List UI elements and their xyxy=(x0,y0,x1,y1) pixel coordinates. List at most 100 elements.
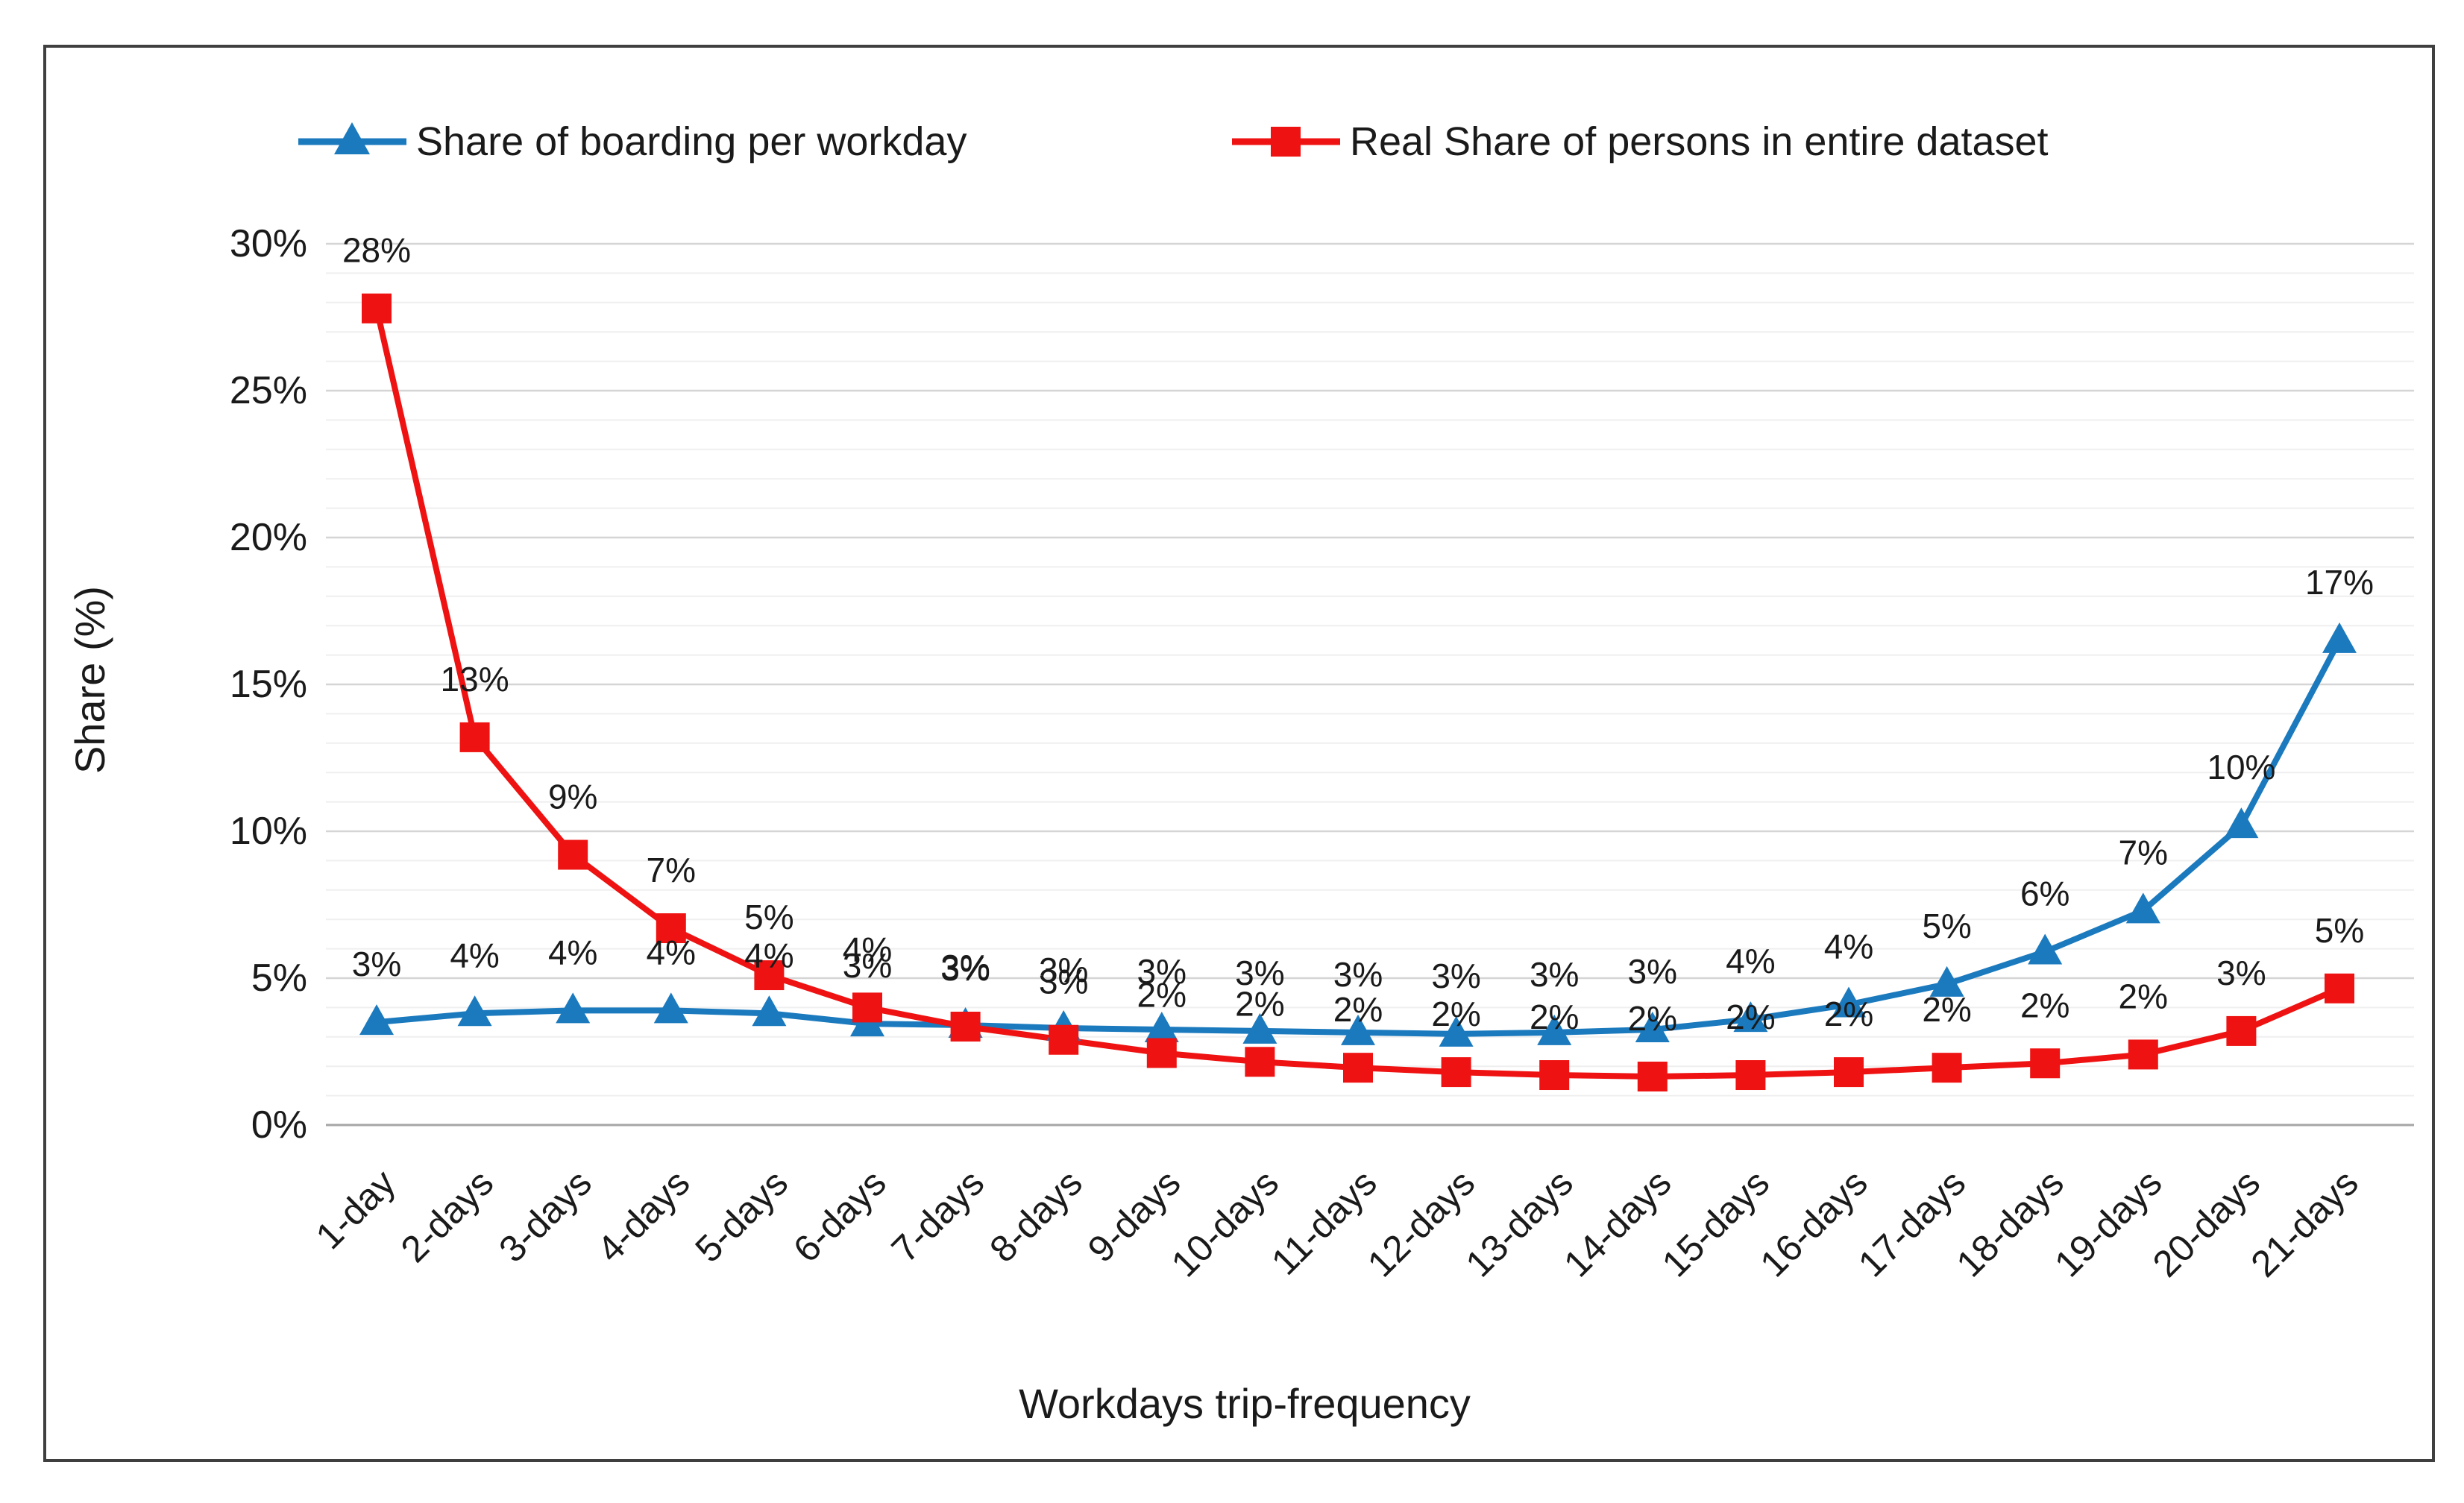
y-tick-label: 30% xyxy=(230,222,307,265)
data-point-label: 3% xyxy=(1039,951,1088,989)
data-point-label: 3% xyxy=(940,948,990,986)
data-point-label: 4% xyxy=(647,933,696,971)
data-point-label: 2% xyxy=(1824,995,1873,1033)
data-point-label: 2% xyxy=(1235,984,1284,1023)
data-point-square xyxy=(1932,1053,1962,1083)
y-axis-title: Share (%) xyxy=(66,586,113,774)
data-point-label: 3% xyxy=(940,949,990,988)
data-point-triangle xyxy=(1341,1014,1375,1045)
data-point-label: 3% xyxy=(1039,962,1088,1001)
x-axis-title: Workdays trip-frequency xyxy=(1019,1380,1471,1427)
gridlines xyxy=(326,242,2414,1127)
data-point-square xyxy=(1441,1057,1471,1088)
data-point-label: 4% xyxy=(744,936,793,974)
legend-item-boarding: Share of boarding per workday xyxy=(298,119,967,164)
data-point-square xyxy=(2325,973,2354,1003)
data-point-label: 28% xyxy=(342,231,411,270)
y-tick-label: 0% xyxy=(251,1103,307,1147)
data-point-triangle xyxy=(1635,1011,1670,1042)
data-point-triangle xyxy=(653,992,688,1024)
data-point-square xyxy=(2128,1039,2158,1070)
data-point-triangle xyxy=(2125,892,2160,924)
data-point-square xyxy=(852,992,882,1023)
data-point-label: 3% xyxy=(843,946,892,985)
y-axis-tick-labels: 0% 5% 10% 15% 20% 25% 30% xyxy=(230,222,307,1147)
y-tick-label: 5% xyxy=(251,957,307,1000)
data-point-label: 2% xyxy=(1628,999,1677,1038)
y-tick-label: 10% xyxy=(230,810,307,853)
data-point-square xyxy=(362,293,392,324)
legend-label-real-share: Real Share of persons in entire dataset xyxy=(1350,119,2049,164)
data-point-label: 5% xyxy=(2315,911,2364,950)
data-point-label: 2% xyxy=(2020,986,2069,1024)
data-point-label: 13% xyxy=(441,660,509,699)
data-point-label: 4% xyxy=(843,930,892,968)
data-point-label: 3% xyxy=(1530,955,1579,994)
data-point-label: 2% xyxy=(1726,998,1775,1036)
data-point-label: 5% xyxy=(1922,907,1971,945)
data-point-label: 4% xyxy=(1824,927,1873,965)
square-marker-icon xyxy=(1271,127,1301,157)
data-point-label: 4% xyxy=(450,936,499,974)
data-point-label: 2% xyxy=(1530,998,1579,1036)
legend-label-boarding: Share of boarding per workday xyxy=(416,119,967,164)
y-tick-label: 15% xyxy=(230,663,307,706)
data-point-square xyxy=(2226,1015,2257,1046)
data-point-square xyxy=(1343,1053,1373,1083)
data-point-label: 2% xyxy=(1333,990,1383,1029)
data-point-square xyxy=(754,960,785,991)
data-point-label: 5% xyxy=(744,898,793,936)
data-point-label: 3% xyxy=(1628,952,1677,991)
data-point-square xyxy=(1245,1047,1275,1077)
data-point-label: 3% xyxy=(1333,955,1383,994)
data-point-label: 3% xyxy=(1235,954,1284,992)
data-point-label: 3% xyxy=(1431,957,1480,995)
data-point-triangle xyxy=(359,1004,394,1036)
data-point-triangle xyxy=(1242,1012,1277,1044)
data-point-label: 2% xyxy=(1431,995,1480,1033)
data-point-square xyxy=(2030,1048,2061,1079)
data-point-square xyxy=(950,1012,981,1042)
data-point-square xyxy=(1637,1061,1668,1091)
data-point-triangle xyxy=(457,995,492,1027)
data-point-label: 3% xyxy=(2216,954,2266,992)
triangle-marker-icon xyxy=(334,122,370,154)
data-point-label: 2% xyxy=(1922,990,1971,1029)
data-point-square xyxy=(656,913,686,944)
data-point-label: 7% xyxy=(2119,833,2168,872)
data-point-label: 10% xyxy=(2207,748,2275,787)
data-point-label: 3% xyxy=(1137,952,1187,991)
figure-border xyxy=(43,45,2435,1462)
data-point-label: 2% xyxy=(2119,977,2168,1015)
data-point-triangle xyxy=(1144,1011,1179,1042)
data-point-label: 7% xyxy=(647,851,696,889)
data-point-square xyxy=(1735,1060,1766,1091)
data-point-triangle xyxy=(752,995,787,1027)
data-point-label: 6% xyxy=(2020,875,2069,913)
data-point-square xyxy=(558,839,588,870)
data-point-square xyxy=(1146,1038,1177,1068)
data-point-triangle xyxy=(2028,933,2063,965)
data-point-square xyxy=(459,722,490,752)
data-point-square xyxy=(1049,1024,1079,1055)
data-point-triangle xyxy=(1537,1014,1572,1045)
data-labels: 3% 4% 4% 4% 4% 3% 3% 3% 3% 3% 3% 3% 3% 3% 4% 4%5%6%7%10… xyxy=(342,231,2374,1038)
y-tick-label: 25% xyxy=(230,369,307,412)
data-point-label: 3% xyxy=(352,945,401,983)
series-markers xyxy=(359,293,2357,1091)
data-point-triangle xyxy=(1439,1015,1474,1047)
data-point-triangle xyxy=(1929,965,1964,997)
data-point-square xyxy=(1539,1060,1570,1091)
data-point-triangle xyxy=(556,992,591,1024)
data-point-square xyxy=(1834,1057,1864,1088)
legend-item-real-share: Real Share of persons in entire dataset xyxy=(1232,119,2049,164)
y-tick-label: 20% xyxy=(230,516,307,559)
data-point-triangle xyxy=(1733,1001,1768,1033)
data-point-label: 4% xyxy=(1726,942,1775,980)
legend: Share of boarding per workday Real Share… xyxy=(298,119,2049,164)
data-point-triangle xyxy=(2322,622,2357,653)
data-point-label: 4% xyxy=(548,933,597,971)
data-point-label: 2% xyxy=(1137,975,1187,1014)
